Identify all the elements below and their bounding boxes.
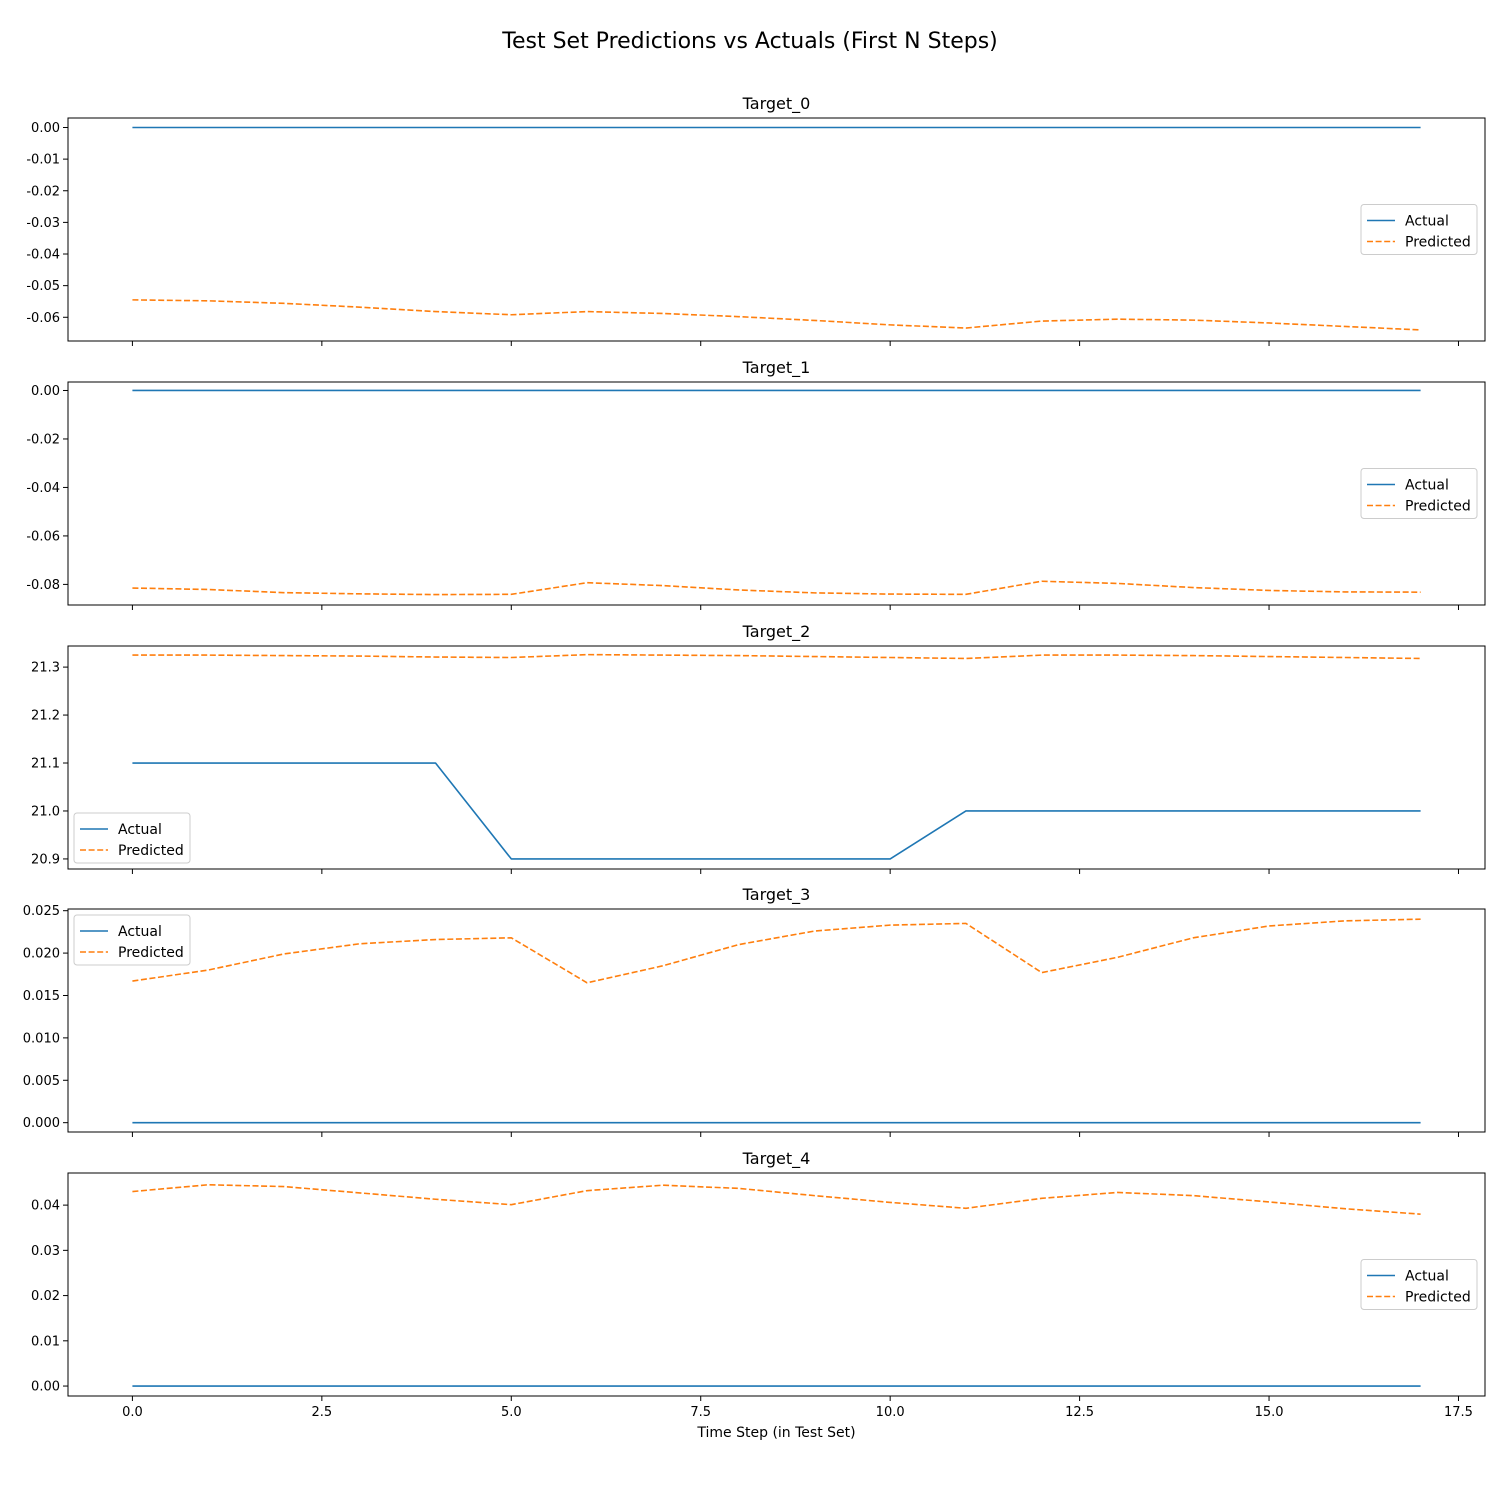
- y-tick-label: -0.02: [26, 432, 60, 447]
- legend: Actual Predicted: [1360, 468, 1478, 519]
- y-tick-label: 0.005: [23, 1074, 60, 1089]
- x-tick-label: 2.5: [312, 1405, 333, 1420]
- subplot-title: Target_2: [742, 622, 811, 642]
- subplot-4: Target_4 0.00 0.01 0.02 0.03 0.04 0.0 2.5 5.0 7.5…: [31, 1149, 1486, 1420]
- x-tick-label: 10.0: [876, 1405, 905, 1420]
- y-tick-label: -0.03: [26, 216, 60, 231]
- legend-label: Actual: [1405, 1269, 1449, 1285]
- legend-label: Actual: [1405, 214, 1449, 230]
- legend: Actual Predicted: [73, 914, 191, 966]
- y-tick-label: -0.04: [26, 481, 60, 496]
- y-tick-label: -0.05: [26, 279, 60, 294]
- y-tick-label: -0.02: [26, 184, 60, 199]
- x-tick-label: 7.5: [690, 1405, 711, 1420]
- y-tick-label: -0.06: [26, 529, 60, 544]
- legend: Actual Predicted: [1360, 204, 1478, 255]
- y-tick-label: 0.00: [31, 384, 60, 399]
- subplot-3: Target_3 0.000 0.005 0.010 0.015 0.020 0.025 Ac…: [23, 885, 1486, 1137]
- subplot-2: Target_2 20.9 21.0 21.1 21.2 21.3 Actual Predic…: [31, 622, 1486, 874]
- y-tick-label: -0.06: [26, 311, 60, 326]
- y-tick-label: -0.04: [26, 248, 60, 263]
- x-axis-label: Time Step (in Test Set): [696, 1425, 855, 1441]
- legend-label: Predicted: [118, 945, 184, 961]
- axes-frame: [67, 381, 1486, 606]
- legend-label: Actual: [1405, 478, 1449, 494]
- x-tick-label: 0.0: [122, 1405, 143, 1420]
- subplots: Target_0 0.00 -0.01 -0.02 -0.03 -0.04 -0.05 -0.…: [23, 94, 1486, 1441]
- subplot-title: Target_4: [742, 1149, 811, 1169]
- y-tick-label: 0.020: [23, 947, 60, 962]
- x-tick-label: 17.5: [1444, 1405, 1473, 1420]
- y-tick-label: 0.010: [23, 1031, 60, 1046]
- x-tick-label: 12.5: [1065, 1405, 1094, 1420]
- legend-label: Actual: [118, 822, 162, 838]
- legend: Actual Predicted: [73, 812, 191, 864]
- y-tick-label: 21.3: [31, 661, 60, 676]
- y-tick-label: 0.025: [23, 904, 60, 919]
- y-tick-label: 21.0: [31, 804, 60, 819]
- series-line-predicted: [132, 918, 1421, 984]
- legend-label: Predicted: [1405, 235, 1471, 251]
- y-tick-label: 21.1: [31, 757, 60, 772]
- x-tick-label: 15.0: [1255, 1405, 1284, 1420]
- y-tick-label: -0.08: [26, 578, 60, 593]
- figure-title: Test Set Predictions vs Actuals (First N…: [501, 29, 998, 54]
- subplot-1: Target_1 0.00 -0.02 -0.04 -0.06 -0.08 Actual Pr…: [26, 358, 1486, 610]
- y-tick-label: 21.2: [31, 709, 60, 724]
- y-tick-label: 20.9: [31, 852, 60, 867]
- series-line-actual: [132, 762, 1421, 860]
- subplot-title: Target_0: [742, 94, 811, 114]
- axes-frame: [67, 117, 1486, 342]
- axes-frame: [67, 1172, 1486, 1397]
- y-tick-label: 0.00: [31, 121, 60, 136]
- y-tick-label: -0.01: [26, 153, 60, 168]
- y-tick-label: 0.01: [31, 1334, 60, 1349]
- y-tick-label: 0.000: [23, 1116, 60, 1131]
- subplot-title: Target_3: [742, 885, 811, 905]
- y-tick-label: 0.00: [31, 1380, 60, 1395]
- legend-label: Actual: [118, 924, 162, 940]
- y-tick-label: 0.04: [31, 1199, 60, 1214]
- x-tick-label: 5.0: [501, 1405, 522, 1420]
- y-tick-label: 0.015: [23, 989, 60, 1004]
- series-line-predicted: [132, 580, 1421, 596]
- legend: Actual Predicted: [1360, 1259, 1478, 1310]
- axes-frame: [67, 908, 1486, 1133]
- axes-frame: [67, 645, 1486, 870]
- subplot-0: Target_0 0.00 -0.01 -0.02 -0.03 -0.04 -0.05 -0.…: [26, 94, 1486, 346]
- legend-label: Predicted: [118, 843, 184, 859]
- legend-label: Predicted: [1405, 1290, 1471, 1306]
- y-tick-label: 0.03: [31, 1244, 60, 1259]
- y-tick-label: 0.02: [31, 1289, 60, 1304]
- subplot-title: Target_1: [742, 358, 811, 378]
- series-line-predicted: [132, 1183, 1421, 1215]
- legend-label: Predicted: [1405, 499, 1471, 515]
